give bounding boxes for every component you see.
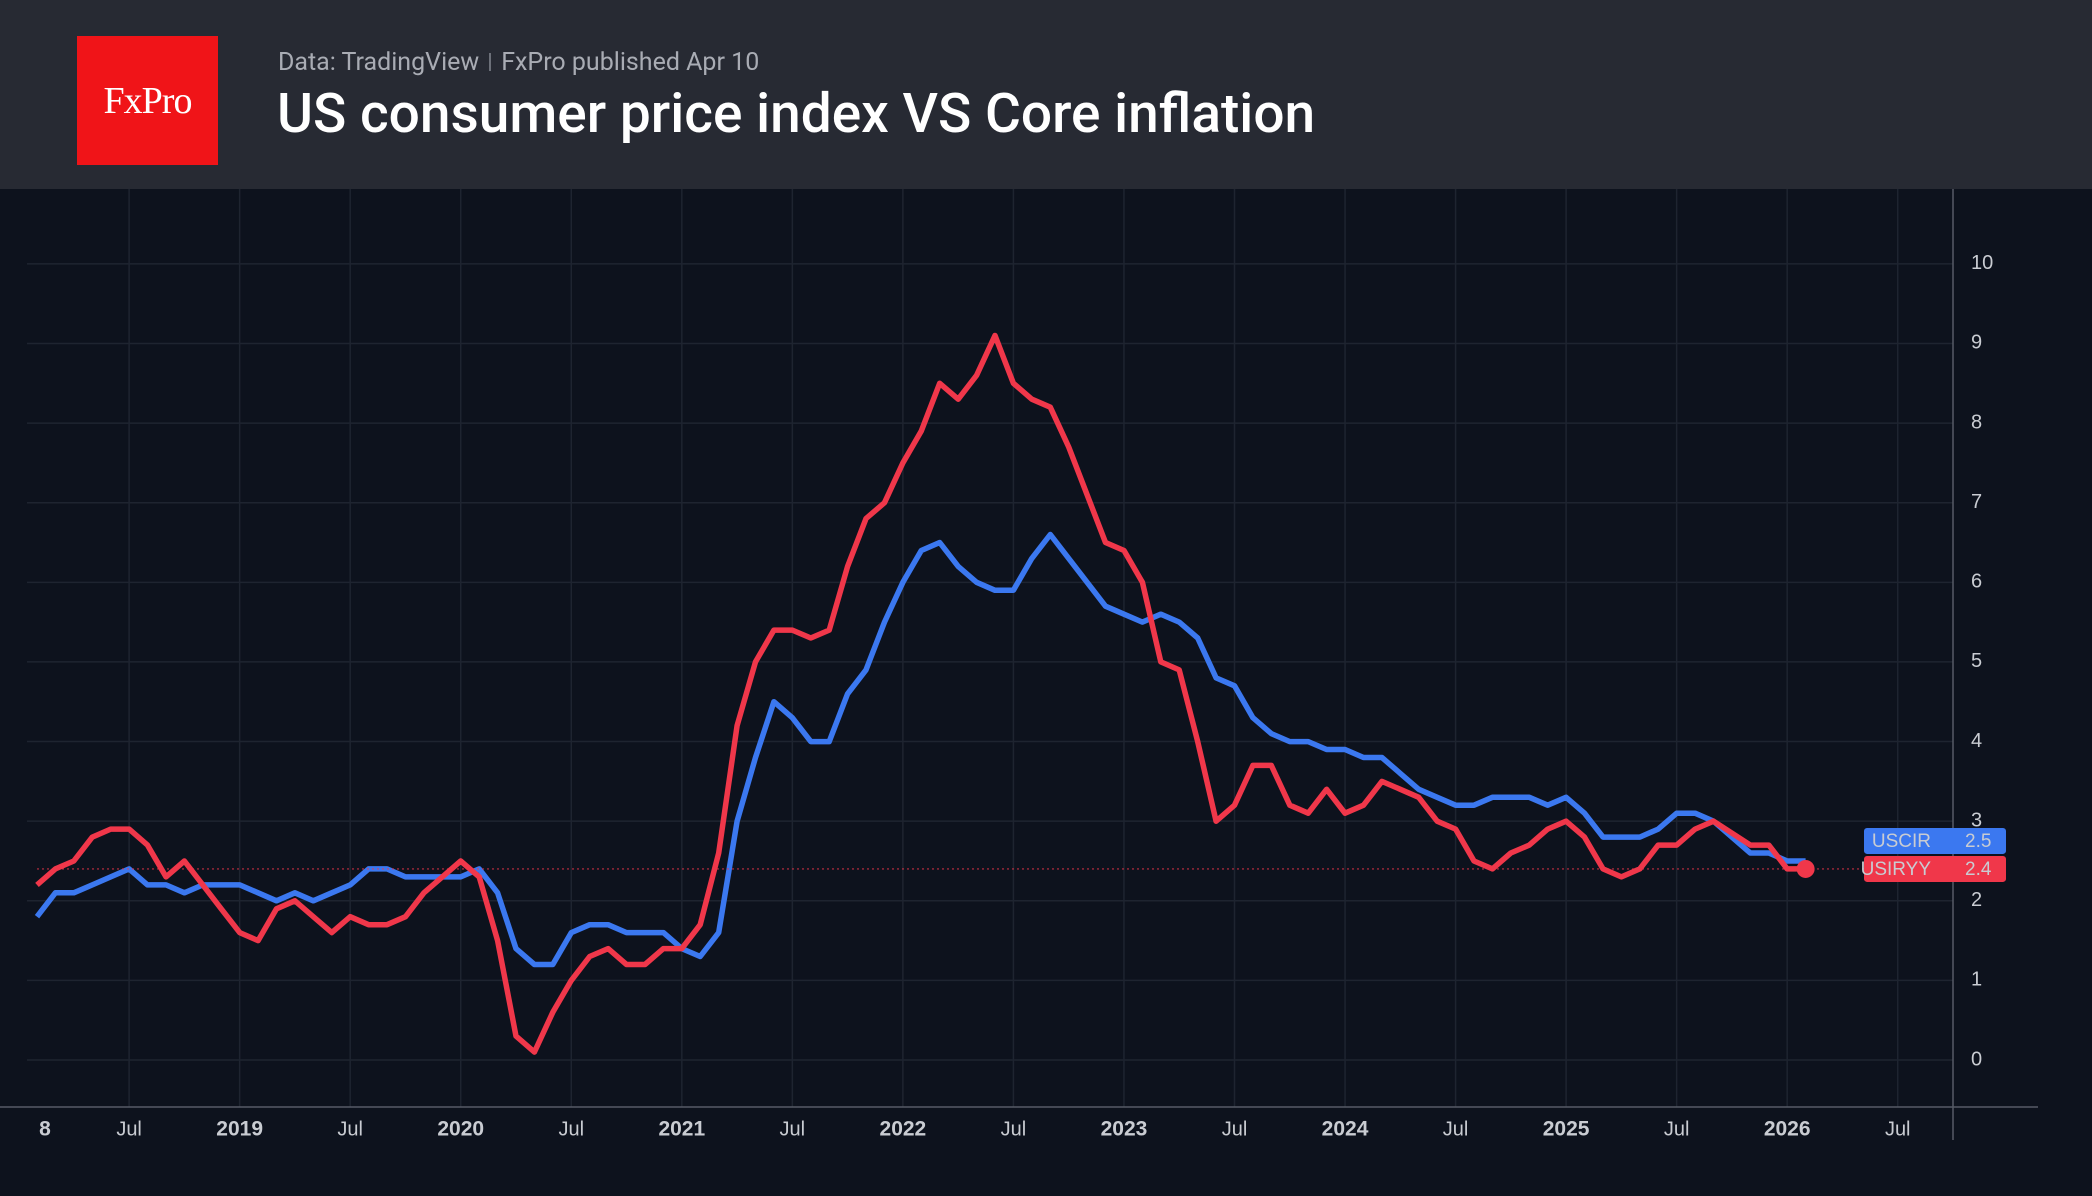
x-tick-label: 2024	[1322, 1118, 1369, 1141]
logo: FxPro	[77, 36, 218, 165]
price-label-name: USIRYY	[1861, 859, 1932, 880]
x-tick-label: Jul	[780, 1118, 806, 1140]
last-point	[1796, 859, 1815, 878]
price-label-box	[1864, 855, 2006, 882]
series-line	[34, 531, 1806, 968]
y-tick-label: 4	[1971, 730, 1982, 752]
y-tick-label: 6	[1971, 571, 1982, 593]
x-tick-label: 8	[39, 1118, 51, 1141]
price-label: USIRYY 2.4	[1861, 855, 2006, 882]
price-label-value: 2.4	[1965, 859, 1992, 880]
y-tick-label: 8	[1971, 411, 1982, 433]
header: FxPro Data: TradingView FxPro published A…	[0, 0, 2092, 189]
y-tick-label: 3	[1971, 809, 1982, 831]
x-tick-label: 2020	[437, 1118, 484, 1141]
x-tick-label: Jul	[116, 1118, 142, 1140]
y-tick-label: 5	[1971, 650, 1982, 672]
y-tick-label: 0	[1971, 1048, 1982, 1070]
x-tick-label: 2026	[1764, 1118, 1811, 1141]
x-tick-label: 2022	[880, 1118, 927, 1141]
y-tick-label: 9	[1971, 332, 1982, 354]
published: FxPro published Apr 10	[501, 48, 760, 77]
separator	[489, 53, 492, 71]
x-tick-label: 2025	[1543, 1118, 1590, 1141]
x-tick-label: Jul	[1664, 1118, 1690, 1140]
price-label-name: USCIR	[1872, 831, 1931, 852]
y-tick-label: 2	[1971, 889, 1982, 911]
x-tick-label: Jul	[1222, 1118, 1248, 1140]
price-label-value: 2.5	[1965, 831, 1991, 852]
x-tick-label: Jul	[337, 1118, 363, 1140]
x-tick-label: Jul	[558, 1118, 584, 1140]
x-tick-label: 2021	[658, 1118, 705, 1141]
x-tick-label: Jul	[1001, 1118, 1027, 1140]
y-tick-label: 10	[1971, 252, 1993, 274]
x-tick-label: Jul	[1885, 1118, 1911, 1140]
y-tick-label: 7	[1971, 491, 1982, 513]
subtitle: Data: TradingView FxPro published Apr 10	[278, 48, 759, 77]
x-tick-label: Jul	[1443, 1118, 1469, 1140]
series-line	[35, 332, 1806, 1055]
price-label: USCIR 2.5	[1864, 827, 2006, 854]
y-tick-label: 1	[1971, 969, 1982, 991]
price-label-box	[1864, 827, 2006, 854]
x-tick-label: 2019	[216, 1118, 263, 1141]
x-tick-label: 2023	[1101, 1118, 1148, 1141]
chart-title: US consumer price index VS Core inflatio…	[277, 82, 1316, 146]
source: Data: TradingView	[278, 48, 480, 77]
